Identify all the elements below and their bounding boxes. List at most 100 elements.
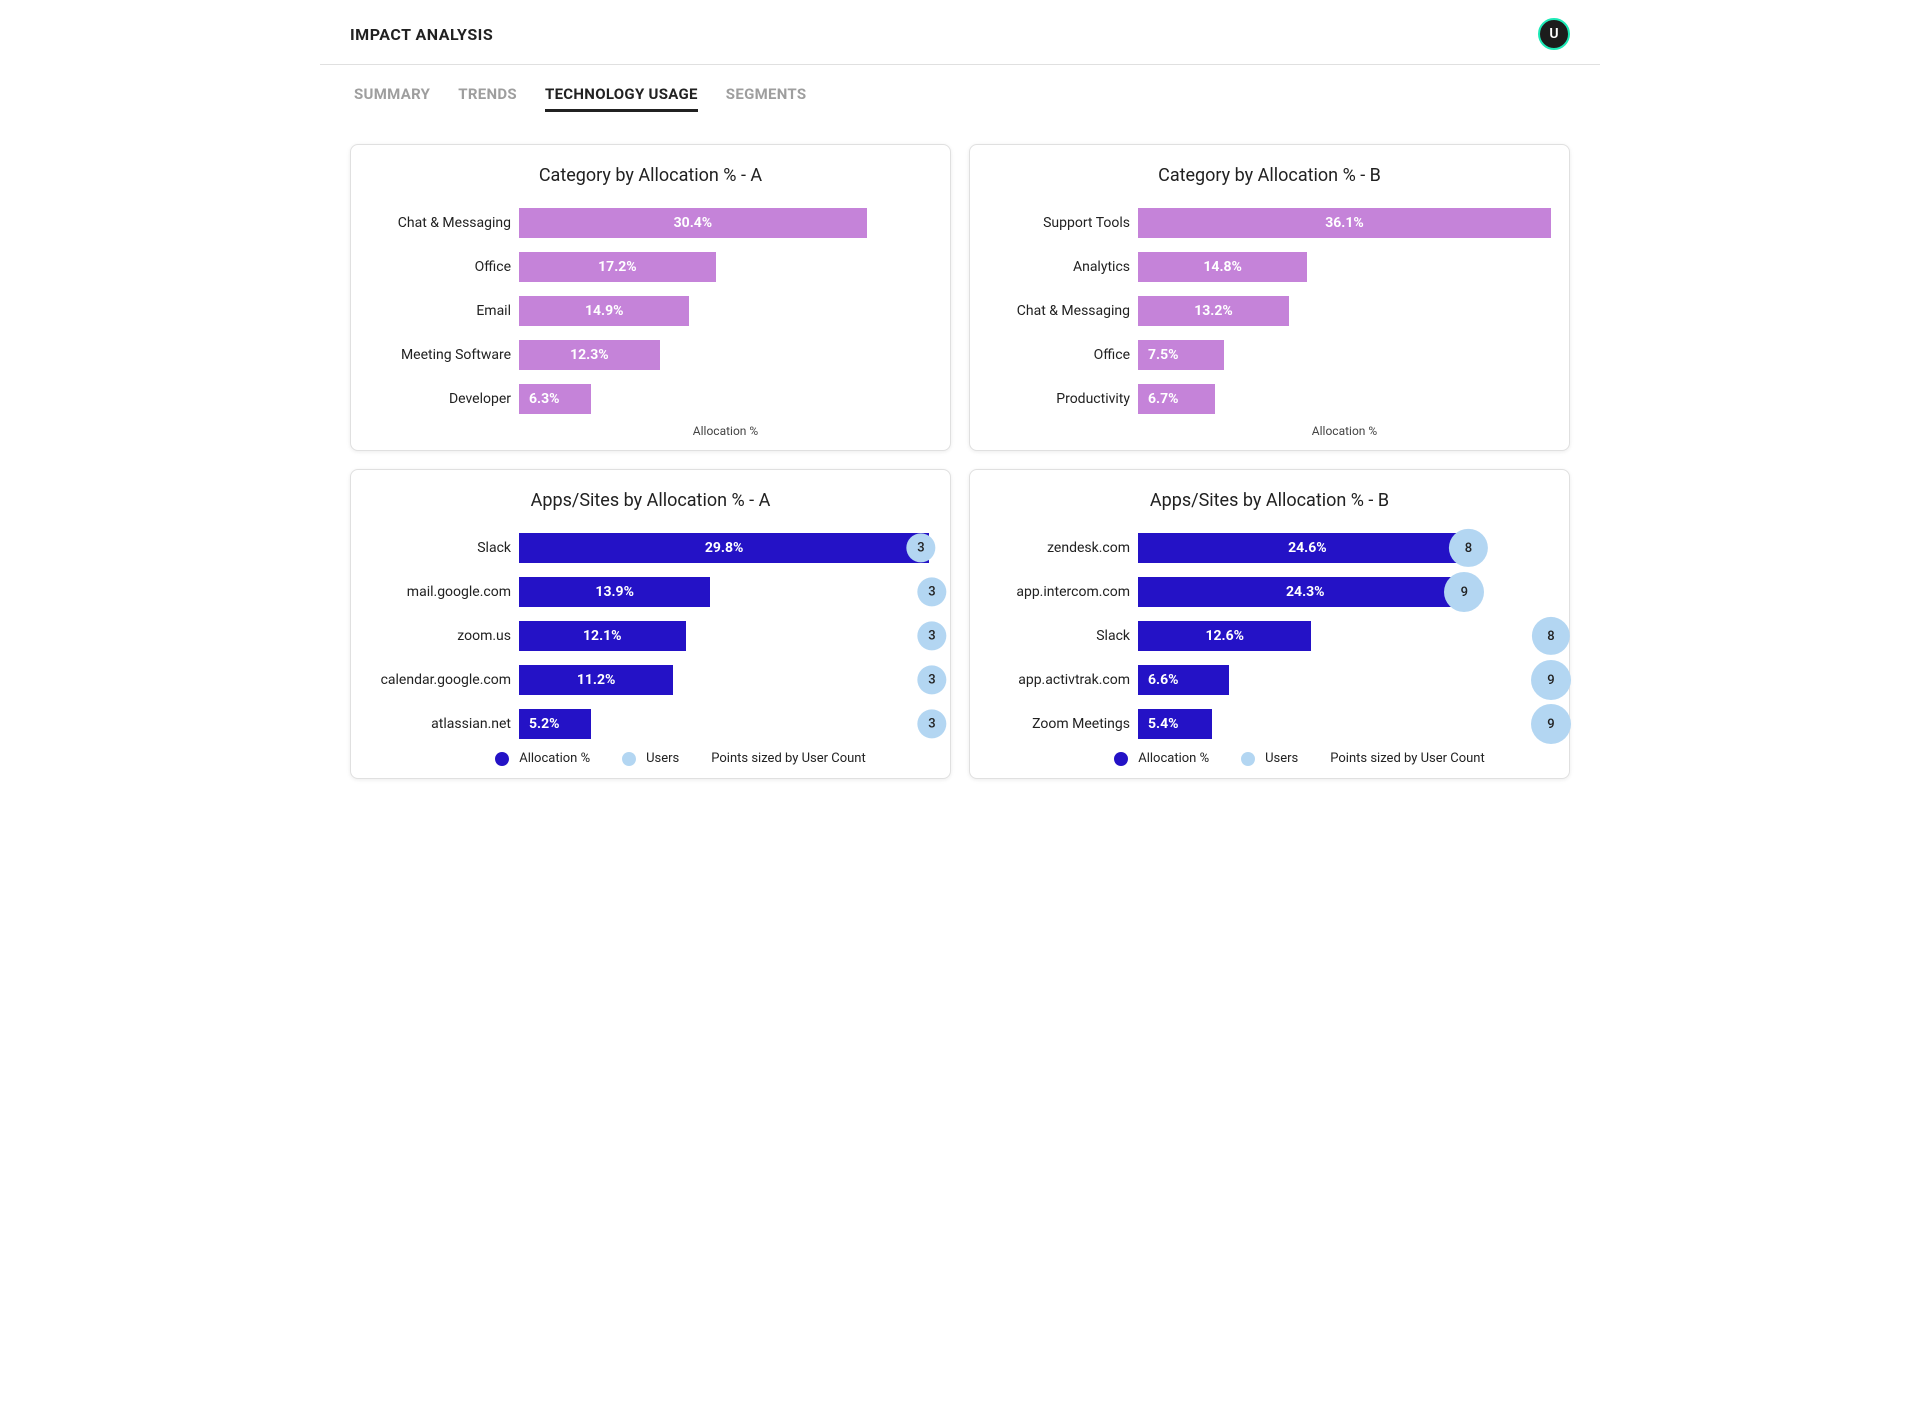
card-title: Category by Allocation % - A: [369, 165, 932, 186]
bar-track: 7.5%: [1138, 340, 1551, 370]
bar-fill[interactable]: 13.2%: [1138, 296, 1289, 326]
bar-label: Office: [988, 347, 1138, 363]
user-count-point[interactable]: 3: [917, 709, 946, 738]
bar-row: Zoom Meetings5.4%9: [988, 705, 1551, 743]
bar-fill[interactable]: 14.8%: [1138, 252, 1307, 282]
chart-category-b: Support Tools36.1%Analytics14.8%Chat & M…: [988, 204, 1551, 418]
bar-fill[interactable]: 29.8%: [519, 533, 929, 563]
bar-fill[interactable]: 7.5%: [1138, 340, 1224, 370]
bar-fill[interactable]: 12.3%: [519, 340, 660, 370]
legend-dot-users: [1241, 752, 1255, 766]
legend-note: Points sized by User Count: [1330, 751, 1484, 766]
bar-label: zoom.us: [369, 628, 519, 644]
card-apps-a: Apps/Sites by Allocation % - A Slack29.8…: [350, 469, 951, 779]
bar-label: app.intercom.com: [988, 584, 1138, 600]
chart-legend: Allocation % Users Points sized by User …: [1048, 751, 1551, 766]
legend-label-users: Users: [646, 751, 679, 766]
bar-fill[interactable]: 14.9%: [519, 296, 689, 326]
axis-label: Allocation %: [1138, 424, 1551, 438]
bar-label: Chat & Messaging: [988, 303, 1138, 319]
bar-fill[interactable]: 36.1%: [1138, 208, 1551, 238]
bar-fill[interactable]: 12.1%: [519, 621, 686, 651]
bar-fill[interactable]: 30.4%: [519, 208, 867, 238]
user-count-point[interactable]: 3: [917, 621, 946, 650]
bar-row: Chat & Messaging13.2%: [988, 292, 1551, 330]
user-count-point[interactable]: 9: [1531, 704, 1571, 744]
bar-label: Office: [369, 259, 519, 275]
bar-fill[interactable]: 6.3%: [519, 384, 591, 414]
bar-row: Slack29.8%3: [369, 529, 932, 567]
bar-row: mail.google.com13.9%3: [369, 573, 932, 611]
bar-row: Office17.2%: [369, 248, 932, 286]
chart-apps-a: Slack29.8%3mail.google.com13.9%3zoom.us1…: [369, 529, 932, 743]
bar-label: Chat & Messaging: [369, 215, 519, 231]
legend-label-allocation: Allocation %: [519, 751, 590, 766]
bar-track: 29.8%3: [519, 533, 932, 563]
bar-fill[interactable]: 5.2%: [519, 709, 591, 739]
bar-fill[interactable]: 13.9%: [519, 577, 710, 607]
bar-fill[interactable]: 5.4%: [1138, 709, 1212, 739]
user-count-point[interactable]: 3: [906, 533, 935, 562]
bar-row: Analytics14.8%: [988, 248, 1551, 286]
card-apps-b: Apps/Sites by Allocation % - B zendesk.c…: [969, 469, 1570, 779]
chart-apps-b: zendesk.com24.6%8app.intercom.com24.3%9S…: [988, 529, 1551, 743]
bar-label: atlassian.net: [369, 716, 519, 732]
legend-dot-allocation: [1114, 752, 1128, 766]
bar-track: 6.6%9: [1138, 665, 1551, 695]
card-title: Category by Allocation % - B: [988, 165, 1551, 186]
bar-fill[interactable]: 11.2%: [519, 665, 673, 695]
page-header: IMPACT ANALYSIS U: [320, 0, 1600, 65]
bar-row: atlassian.net5.2%3: [369, 705, 932, 743]
legend-dot-allocation: [495, 752, 509, 766]
bar-row: calendar.google.com11.2%3: [369, 661, 932, 699]
bar-fill[interactable]: 6.7%: [1138, 384, 1215, 414]
bar-label: Email: [369, 303, 519, 319]
tab-technology-usage[interactable]: TECHNOLOGY USAGE: [545, 85, 698, 112]
bar-row: Chat & Messaging30.4%: [369, 204, 932, 242]
bar-row: zoom.us12.1%3: [369, 617, 932, 655]
bar-track: 11.2%3: [519, 665, 932, 695]
bar-track: 12.3%: [519, 340, 932, 370]
bar-label: Developer: [369, 391, 519, 407]
bar-track: 13.9%3: [519, 577, 932, 607]
bar-fill[interactable]: 12.6%: [1138, 621, 1311, 651]
tab-segments[interactable]: SEGMENTS: [726, 85, 807, 112]
card-category-b: Category by Allocation % - B Support Too…: [969, 144, 1570, 451]
bar-label: Productivity: [988, 391, 1138, 407]
bar-row: Meeting Software12.3%: [369, 336, 932, 374]
tab-summary[interactable]: SUMMARY: [354, 85, 430, 112]
bar-track: 14.9%: [519, 296, 932, 326]
bar-track: 17.2%: [519, 252, 932, 282]
bar-track: 5.4%9: [1138, 709, 1551, 739]
bar-row: Office7.5%: [988, 336, 1551, 374]
bar-track: 6.3%: [519, 384, 932, 414]
bar-fill[interactable]: 24.3%: [1138, 577, 1473, 607]
bar-label: Slack: [988, 628, 1138, 644]
user-count-point[interactable]: 8: [1449, 529, 1487, 567]
tab-trends[interactable]: TRENDS: [458, 85, 517, 112]
bar-row: Email14.9%: [369, 292, 932, 330]
legend-label-allocation: Allocation %: [1138, 751, 1209, 766]
axis-label: Allocation %: [519, 424, 932, 438]
bar-label: Analytics: [988, 259, 1138, 275]
user-count-point[interactable]: 9: [1531, 660, 1571, 700]
user-count-point[interactable]: 3: [917, 665, 946, 694]
bar-label: app.activtrak.com: [988, 672, 1138, 688]
bar-fill[interactable]: 17.2%: [519, 252, 716, 282]
user-avatar[interactable]: U: [1538, 18, 1570, 50]
card-title: Apps/Sites by Allocation % - A: [369, 490, 932, 511]
card-title: Apps/Sites by Allocation % - B: [988, 490, 1551, 511]
user-count-point[interactable]: 3: [917, 577, 946, 606]
page-title: IMPACT ANALYSIS: [350, 25, 493, 44]
user-count-point[interactable]: 9: [1444, 572, 1484, 612]
user-count-point[interactable]: 8: [1532, 617, 1570, 655]
bar-row: Slack12.6%8: [988, 617, 1551, 655]
bar-track: 24.3%9: [1138, 577, 1551, 607]
bar-track: 30.4%: [519, 208, 932, 238]
chart-category-a: Chat & Messaging30.4% Office17.2% Email14.…: [369, 204, 932, 418]
bar-fill[interactable]: 6.6%: [1138, 665, 1229, 695]
dashboard-grid: Category by Allocation % - A Chat & Mess…: [320, 112, 1600, 809]
bar-row: app.activtrak.com6.6%9: [988, 661, 1551, 699]
bar-fill[interactable]: 24.6%: [1138, 533, 1477, 563]
bar-label: Slack: [369, 540, 519, 556]
